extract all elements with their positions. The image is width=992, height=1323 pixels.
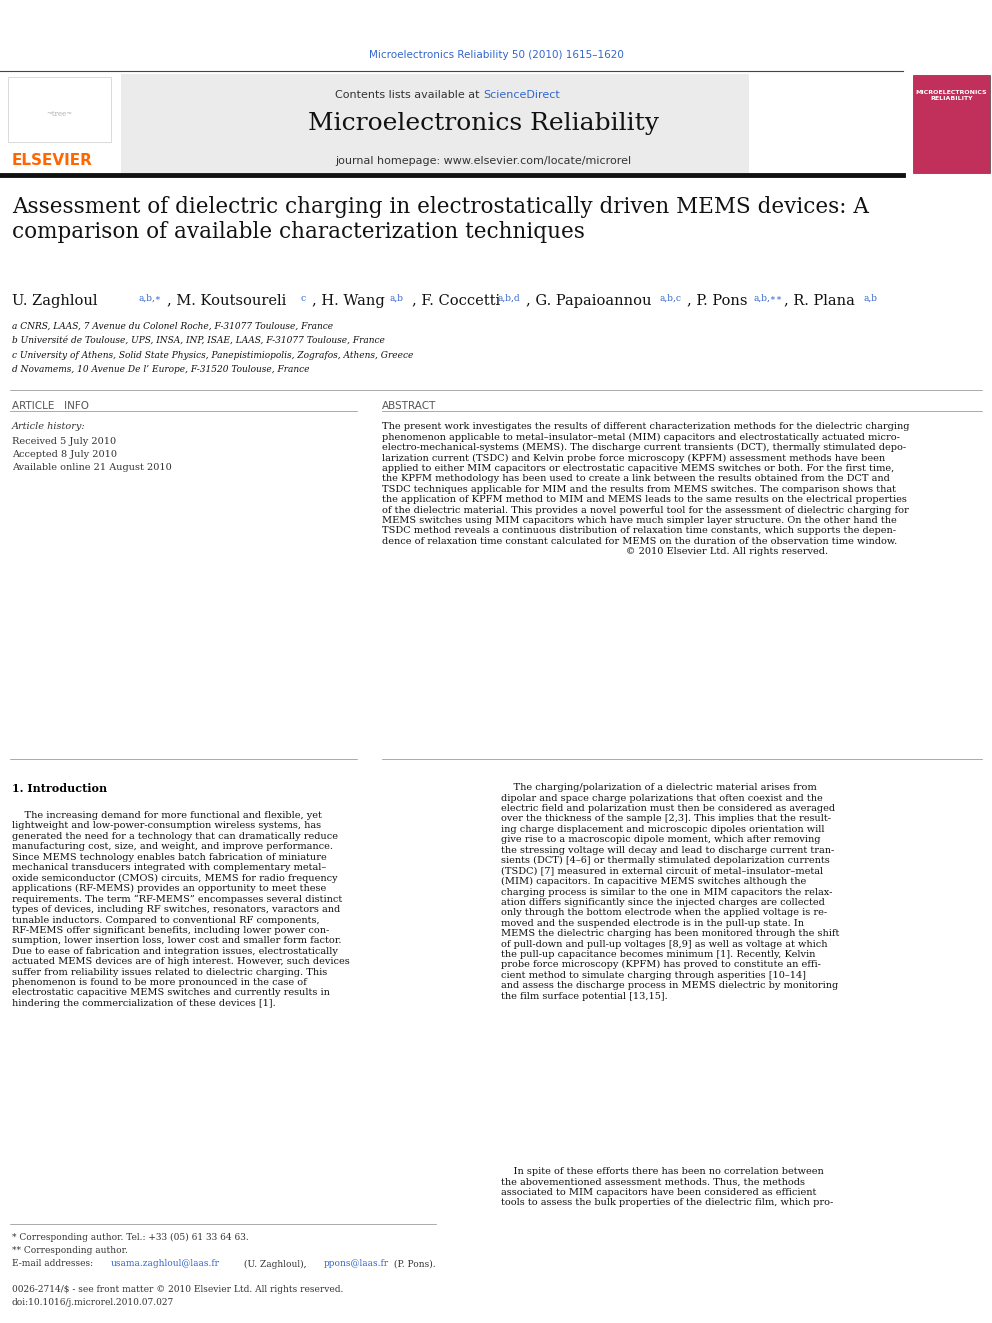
Text: ~tree~: ~tree~ [47, 110, 72, 118]
Text: usama.zaghloul@laas.fr: usama.zaghloul@laas.fr [111, 1259, 220, 1269]
Text: b Université de Toulouse, UPS, INSA, INP, ISAE, LAAS, F-31077 Toulouse, France: b Université de Toulouse, UPS, INSA, INP… [12, 336, 385, 345]
Text: Available online 21 August 2010: Available online 21 August 2010 [12, 463, 172, 472]
Text: * Corresponding author. Tel.: +33 (05) 61 33 64 63.: * Corresponding author. Tel.: +33 (05) 6… [12, 1233, 249, 1242]
Text: The present work investigates the results of different characterization methods : The present work investigates the result… [382, 422, 910, 556]
Text: a,b,∗: a,b,∗ [139, 294, 162, 303]
Text: ScienceDirect: ScienceDirect [483, 90, 559, 101]
Text: , H. Wang: , H. Wang [312, 294, 385, 308]
Text: , G. Papaioannou: , G. Papaioannou [526, 294, 652, 308]
Text: a,b,d: a,b,d [498, 294, 521, 303]
Text: doi:10.1016/j.microrel.2010.07.027: doi:10.1016/j.microrel.2010.07.027 [12, 1298, 175, 1307]
Text: U. Zaghloul: U. Zaghloul [12, 294, 97, 308]
Text: , M. Koutsoureli: , M. Koutsoureli [167, 294, 286, 308]
Text: ppons@laas.fr: ppons@laas.fr [323, 1259, 389, 1269]
Text: E-mail addresses:: E-mail addresses: [12, 1259, 96, 1269]
Text: Article history:: Article history: [12, 422, 85, 431]
Text: a,b,∗∗: a,b,∗∗ [754, 294, 783, 303]
Text: MICROELECTRONICS
RELIABILITY: MICROELECTRONICS RELIABILITY [916, 90, 987, 101]
Text: d Novamems, 10 Avenue De l’ Europe, F-31520 Toulouse, France: d Novamems, 10 Avenue De l’ Europe, F-31… [12, 365, 310, 374]
Text: a,b: a,b [863, 294, 877, 303]
Text: , R. Plana: , R. Plana [784, 294, 854, 308]
Text: Accepted 8 July 2010: Accepted 8 July 2010 [12, 450, 117, 459]
Text: (U. Zaghloul),: (U. Zaghloul), [241, 1259, 310, 1269]
Text: ELSEVIER: ELSEVIER [12, 153, 93, 168]
Text: , F. Coccetti: , F. Coccetti [412, 294, 500, 308]
Text: a,b,c: a,b,c [660, 294, 682, 303]
Text: c: c [301, 294, 306, 303]
Text: a CNRS, LAAS, 7 Avenue du Colonel Roche, F-31077 Toulouse, France: a CNRS, LAAS, 7 Avenue du Colonel Roche,… [12, 321, 333, 331]
Text: Assessment of dielectric charging in electrostatically driven MEMS devices: A
co: Assessment of dielectric charging in ele… [12, 196, 869, 243]
Bar [8, 77, 111, 142]
Bar [121, 74, 749, 173]
Text: ABSTRACT: ABSTRACT [382, 401, 436, 411]
Text: c University of Athens, Solid State Physics, Panepistimiopolis, Zografos, Athens: c University of Athens, Solid State Phys… [12, 351, 414, 360]
Text: ARTICLE   INFO: ARTICLE INFO [12, 401, 89, 411]
Text: Received 5 July 2010: Received 5 July 2010 [12, 437, 116, 446]
Text: ** Corresponding author.: ** Corresponding author. [12, 1246, 128, 1256]
Text: a,b: a,b [390, 294, 404, 303]
Text: (P. Pons).: (P. Pons). [391, 1259, 435, 1269]
Text: 0026-2714/$ - see front matter © 2010 Elsevier Ltd. All rights reserved.: 0026-2714/$ - see front matter © 2010 El… [12, 1285, 343, 1294]
Text: , P. Pons: , P. Pons [687, 294, 748, 308]
Text: journal homepage: www.elsevier.com/locate/microrel: journal homepage: www.elsevier.com/locat… [335, 156, 631, 167]
Text: 1. Introduction: 1. Introduction [12, 783, 107, 794]
Text: Contents lists available at: Contents lists available at [335, 90, 483, 101]
Text: Microelectronics Reliability 50 (2010) 1615–1620: Microelectronics Reliability 50 (2010) 1… [369, 50, 623, 61]
Text: The charging/polarization of a dielectric material arises from
dipolar and space: The charging/polarization of a dielectri… [501, 783, 839, 1000]
Text: The increasing demand for more functional and flexible, yet
lightweight and low-: The increasing demand for more functiona… [12, 811, 349, 1008]
Text: Microelectronics Reliability: Microelectronics Reliability [308, 112, 659, 135]
Bar [913, 75, 990, 173]
Text: In spite of these efforts there has been no correlation between
the abovemention: In spite of these efforts there has been… [501, 1167, 833, 1207]
